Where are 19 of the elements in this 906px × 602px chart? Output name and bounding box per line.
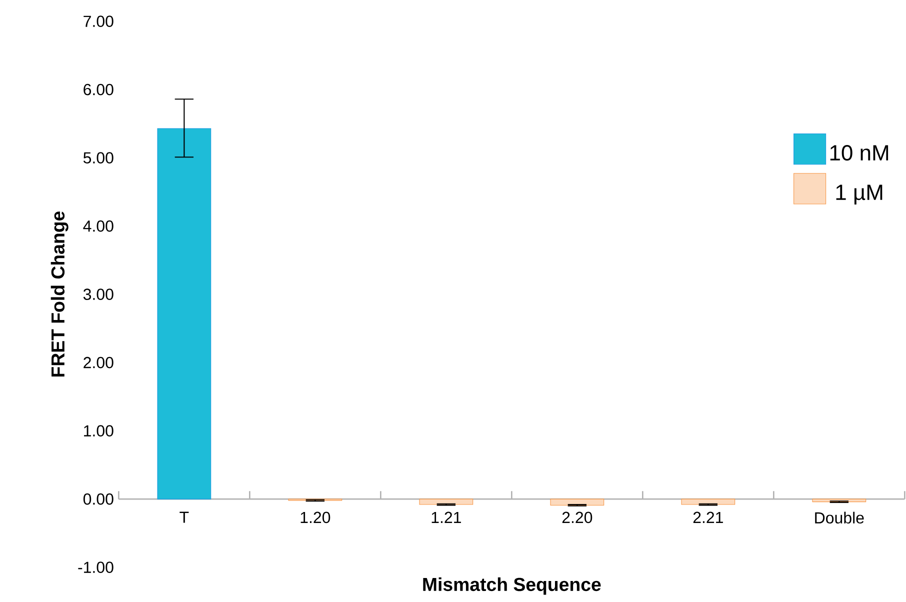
y-tick-label: 0.00 xyxy=(83,493,114,505)
y-tick-label: 6.00 xyxy=(84,84,114,96)
x-tick-label: T xyxy=(180,512,189,523)
y-tick-label: 2.00 xyxy=(84,356,114,368)
y-tick-label: -1.00 xyxy=(78,562,114,573)
y-tick-label: 1.00 xyxy=(84,425,114,436)
x-tick-label: 1.21 xyxy=(432,512,461,523)
x-tick-label: 2.21 xyxy=(693,512,723,523)
legend-label: 10 nM xyxy=(830,145,888,161)
y-axis-title: FRET Fold Change xyxy=(50,211,68,377)
y-tick-label: 7.00 xyxy=(84,16,114,27)
x-tick-label: 1.20 xyxy=(300,512,330,524)
y-tick-label: 4.00 xyxy=(83,220,114,232)
x-tick-label: 2.20 xyxy=(562,512,592,524)
x-axis-title: Mismatch Sequence xyxy=(423,577,601,595)
y-tick-label: 5.00 xyxy=(83,152,114,164)
x-tick-label: Double xyxy=(815,512,864,524)
legend-label: 1 µM xyxy=(836,184,882,204)
y-tick-label: 3.00 xyxy=(83,288,114,300)
